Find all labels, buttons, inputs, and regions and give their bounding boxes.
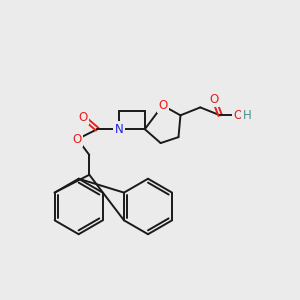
Text: O: O	[73, 133, 82, 146]
Text: O: O	[209, 93, 219, 106]
Text: O: O	[158, 99, 167, 112]
Text: H: H	[242, 109, 251, 122]
Text: O: O	[79, 111, 88, 124]
Text: N: N	[115, 123, 123, 136]
Text: O: O	[233, 109, 243, 122]
